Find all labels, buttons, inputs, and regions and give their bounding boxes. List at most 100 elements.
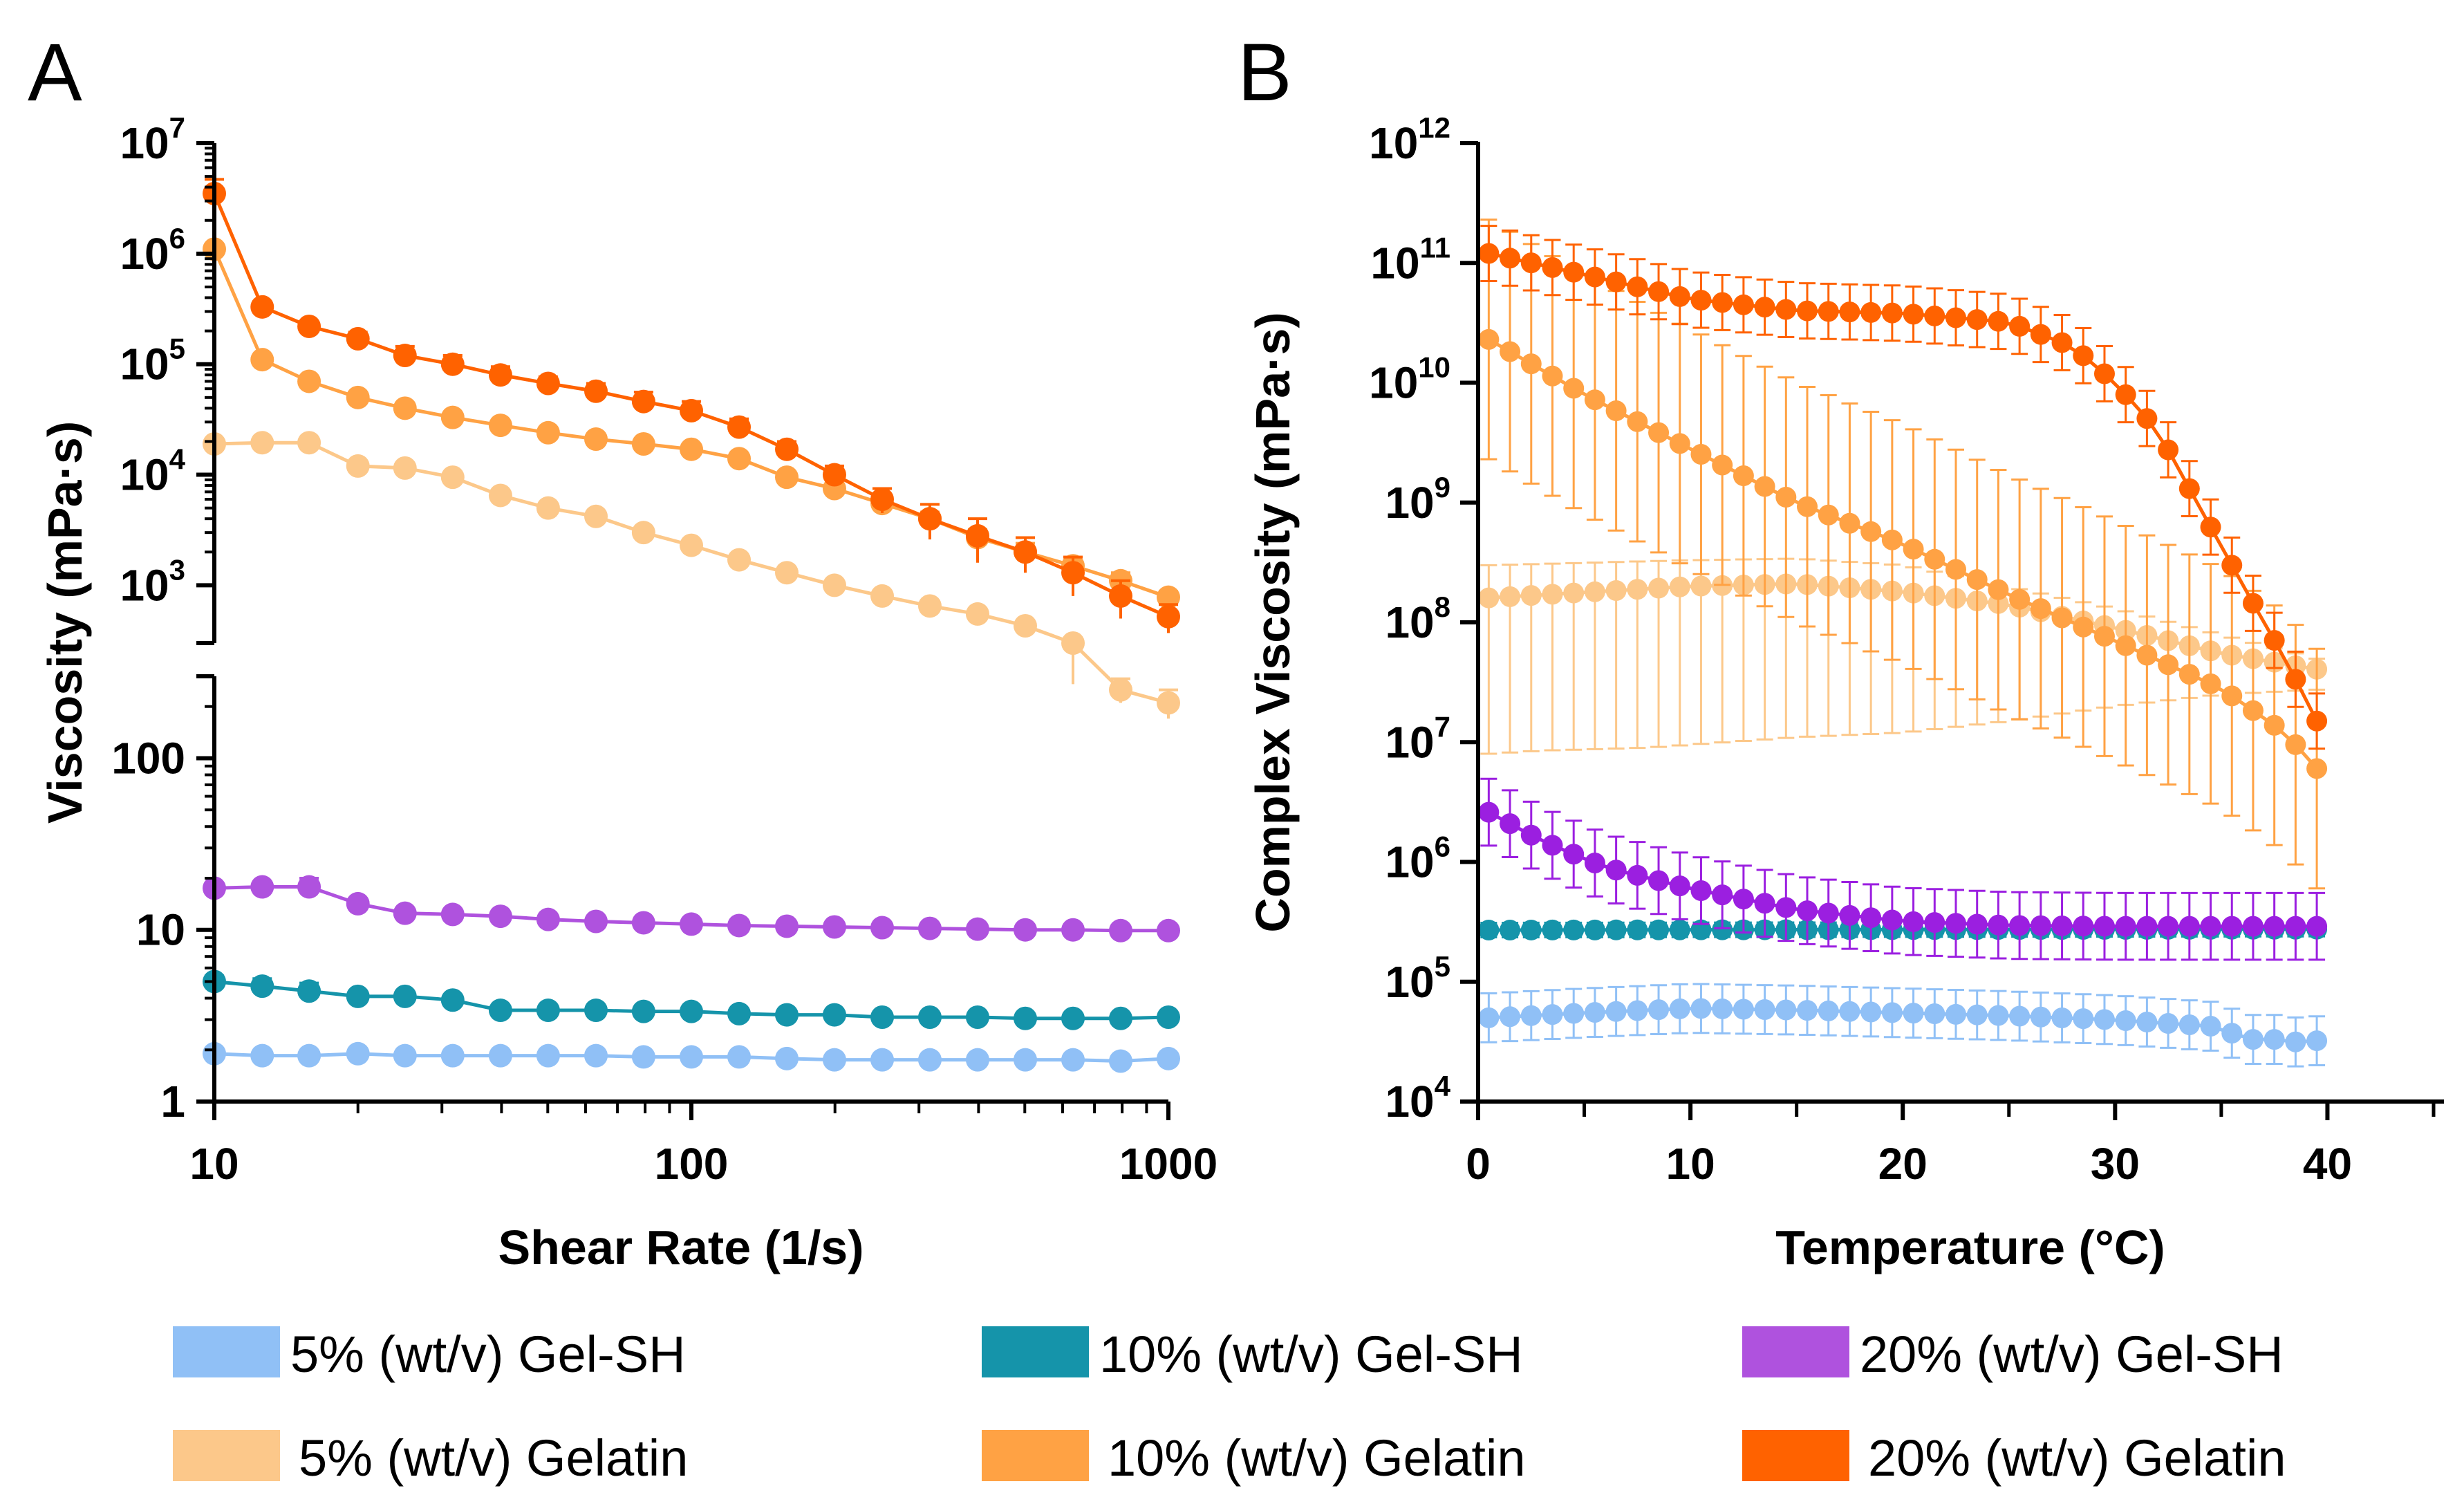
panel-a-data-point: [965, 1048, 989, 1072]
panel-a-data-point: [440, 465, 465, 490]
panel-a-data-point: [680, 912, 703, 936]
panel-a-data-point: [1061, 631, 1085, 655]
panel-b-data-point: [1605, 919, 1627, 940]
panel-b-series-line: [1488, 927, 2317, 932]
panel-b-data-point: [1648, 870, 1670, 891]
panel-b-data-point: [2306, 758, 2328, 779]
panel-b-data-point: [1584, 266, 1605, 288]
panel-b-y-ticks: 104 105 106 107 108 109 1010 1011 1012: [1369, 111, 1478, 1126]
panel-a-x-tick-label: 100: [655, 1139, 729, 1189]
panel-a-series-2: [203, 969, 1180, 1030]
panel-a-x-tick-label: 10: [189, 1139, 239, 1189]
panel-b-y-tick-label: 1011: [1370, 231, 1450, 288]
panel-a-data-point: [346, 326, 370, 351]
panel-b-data-point: [1542, 257, 1563, 278]
panel-a-data-point: [297, 314, 321, 338]
panel-a-data-point: [346, 385, 370, 409]
panel-a-data-point: [1108, 918, 1132, 943]
panel-b-data-point: [1478, 1007, 1500, 1028]
panel-a-data-point: [297, 1043, 321, 1068]
panel-b-data-point: [1605, 400, 1627, 421]
panel-b-data-point: [2264, 916, 2285, 937]
panel-b-series-line: [1488, 337, 2318, 770]
panel-b-series-line: [1488, 1006, 2317, 1044]
panel-a-series-3: [203, 875, 1180, 943]
panel-a-data-point: [393, 344, 417, 368]
panel-b-data-point: [2093, 626, 2115, 647]
panel-b-data-point: [2009, 315, 2031, 337]
panel-b-data-point: [1881, 302, 1903, 324]
panel-a-data-point: [822, 573, 846, 597]
panel-a-data-point: [584, 379, 608, 403]
legend-swatch: [1742, 1430, 1849, 1481]
panel-b-data-point: [1478, 587, 1500, 609]
panel-a-data-point: [393, 901, 417, 925]
panel-a-data-point: [727, 1045, 752, 1069]
panel-b-data-point: [1860, 907, 1882, 929]
panel-a-data-point: [1157, 918, 1180, 943]
panel-b-data-point: [2073, 616, 2094, 638]
panel-b-data-point: [1563, 1003, 1585, 1024]
panel-b-data-point: [1754, 999, 1775, 1020]
panel-a-y-ticks: 103 104 105 106 107 1 10 100: [111, 111, 214, 1126]
panel-a-data-point: [680, 999, 703, 1023]
legend-item: 10% (wt/v) Gel-SH: [982, 1326, 1523, 1383]
panel-b-data-point: [1542, 919, 1563, 940]
panel-b-data-point: [1648, 999, 1670, 1021]
panel-b-data-point: [1966, 569, 1988, 591]
panel-b-data-point: [1542, 1004, 1563, 1025]
panel-b-data-point: [2221, 685, 2243, 707]
panel-a-data-point: [440, 1043, 465, 1068]
panel-b-data-point: [1478, 920, 1500, 941]
panel-b-data-point: [1924, 912, 1945, 934]
legend-swatch: [173, 1430, 280, 1481]
panel-b-data-point: [2136, 408, 2158, 429]
legend-label: 10% (wt/v) Gel-SH: [1099, 1326, 1523, 1383]
panel-a-data-point: [631, 999, 655, 1023]
panel-a-data-point: [822, 1048, 846, 1072]
panel-a-data-point: [536, 1043, 560, 1068]
panel-b-data-point: [2242, 916, 2264, 937]
panel-a-data-point: [488, 904, 512, 929]
panel-b-x-tick-label: 20: [1878, 1139, 1928, 1189]
panel-a-data-point: [440, 988, 465, 1012]
panel-a-data-point: [1108, 1006, 1132, 1030]
panel-b-data-point: [2158, 439, 2179, 461]
panel-b-data-point: [2073, 345, 2094, 366]
panel-a-data-point: [488, 414, 512, 438]
panel-a-data-point: [1014, 614, 1038, 638]
panel-b-y-tick-label: 109: [1385, 471, 1450, 528]
panel-b-data-point: [1797, 900, 1818, 922]
panel-a-data-point: [346, 454, 370, 478]
panel-b-y-axis-title: Complex Viscosity (mPa·s): [1246, 312, 1300, 932]
panel-b-data-point: [1627, 579, 1648, 600]
panel-b-data-point: [2051, 1007, 2073, 1028]
panel-b-data-point: [1520, 252, 1542, 274]
panel-b-data-point: [1754, 893, 1775, 914]
panel-b-data-point: [1542, 584, 1563, 605]
panel-a-data-point: [1061, 561, 1085, 585]
panel-a-data-point: [631, 1045, 655, 1069]
panel-a-y-tick-label: 1: [160, 1077, 185, 1126]
panel-b-data-point: [1988, 1005, 2009, 1026]
panel-b-data-point: [2051, 915, 2073, 936]
panel-a-y-tick-label: 100: [111, 733, 185, 783]
panel-b-data-point: [1648, 281, 1670, 302]
panel-a-plot-area: [203, 178, 1180, 1073]
panel-b-x-axis-title: Temperature (°C): [1775, 1220, 2165, 1274]
panel-b-data-point: [2306, 710, 2328, 732]
panel-a-data-point: [1157, 604, 1180, 629]
panel-b-data-point: [2200, 517, 2221, 538]
panel-a-series-6: [203, 178, 1180, 633]
panel-a-data-point: [584, 909, 608, 934]
panel-b-series-6: [1478, 225, 2328, 750]
panel-a-data-point: [488, 1043, 512, 1068]
panel-a-letter: A: [28, 27, 82, 118]
panel-b-data-point: [1860, 521, 1882, 542]
panel-b-data-point: [1966, 913, 1988, 935]
panel-b-data-point: [1690, 444, 1712, 465]
panel-b-data-point: [2030, 915, 2051, 936]
legend-swatch: [173, 1326, 280, 1377]
panel-a-y-tick-label: 107: [120, 111, 185, 168]
panel-a-data-point: [631, 911, 655, 935]
